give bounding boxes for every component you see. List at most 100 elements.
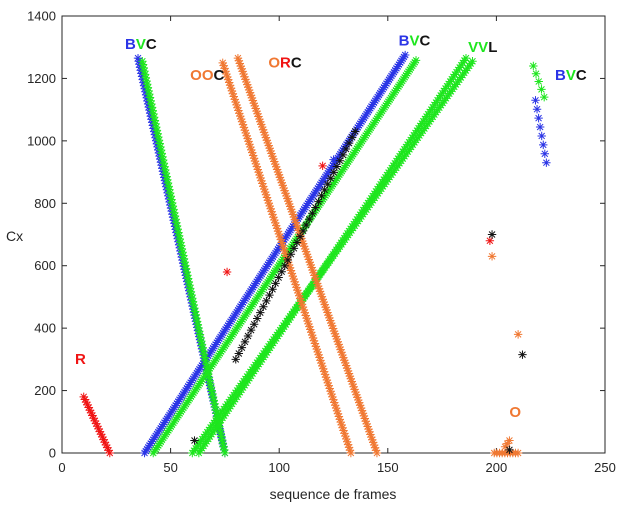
data-point — [309, 336, 319, 345]
data-point — [194, 323, 203, 333]
data-point — [258, 125, 268, 134]
data-point — [139, 78, 148, 87]
data-point — [166, 192, 176, 201]
data-point — [308, 265, 317, 275]
data-point — [190, 303, 199, 313]
data-point — [286, 266, 296, 275]
data-point — [142, 76, 151, 86]
series-black — [190, 127, 527, 455]
data-point — [255, 170, 264, 180]
series-red — [79, 161, 495, 458]
data-point — [457, 60, 466, 70]
data-point — [184, 283, 193, 292]
data-point — [176, 238, 185, 247]
data-point — [230, 395, 240, 404]
data-point — [195, 330, 205, 339]
data-point — [444, 79, 453, 89]
annotation-label: O — [509, 404, 521, 421]
data-point — [170, 211, 180, 221]
data-point — [438, 88, 447, 98]
data-point — [450, 70, 460, 79]
data-point — [179, 251, 188, 260]
data-point — [324, 310, 333, 320]
data-point — [341, 431, 350, 441]
data-point — [262, 136, 272, 145]
data-point — [243, 80, 252, 89]
x-axis-title: sequence de frames — [270, 486, 397, 502]
data-point — [301, 311, 310, 320]
data-point — [235, 59, 244, 68]
data-point — [259, 182, 268, 191]
annotation-letter: B — [399, 33, 410, 50]
data-point — [220, 64, 229, 73]
data-point — [227, 399, 237, 409]
annotation-label: ORC — [268, 55, 302, 72]
data-point — [161, 165, 170, 175]
data-point — [332, 162, 342, 171]
data-point — [366, 430, 375, 439]
data-point — [242, 131, 251, 141]
data-point — [152, 136, 161, 145]
data-point — [148, 121, 158, 130]
data-point — [298, 226, 308, 236]
data-point — [246, 91, 256, 100]
data-point — [419, 117, 428, 126]
data-point — [310, 339, 320, 348]
data-point — [243, 331, 253, 341]
data-point — [261, 190, 271, 199]
data-point — [289, 274, 298, 284]
data-point — [346, 374, 356, 383]
data-point — [317, 358, 326, 368]
data-point — [283, 317, 292, 327]
data-point — [368, 435, 377, 444]
data-point — [428, 103, 437, 112]
data-point — [345, 371, 355, 381]
data-point — [314, 284, 324, 293]
data-point — [487, 252, 497, 261]
data-point — [95, 427, 105, 436]
data-point — [226, 402, 235, 411]
data-point — [279, 243, 288, 253]
x-tick-label: 200 — [486, 460, 508, 475]
data-point — [295, 232, 305, 241]
data-point — [138, 60, 148, 69]
data-point — [216, 416, 226, 425]
data-point — [143, 83, 153, 92]
data-point — [363, 422, 372, 431]
annotation-letter: V — [478, 39, 488, 56]
data-point — [223, 72, 232, 82]
data-point — [242, 77, 251, 87]
data-point — [138, 75, 147, 84]
data-point — [295, 228, 304, 238]
data-point — [351, 387, 360, 397]
annotation-letter: V — [468, 39, 478, 56]
data-point — [298, 302, 308, 312]
data-point — [137, 72, 147, 81]
data-point — [295, 291, 304, 301]
data-point — [312, 276, 321, 285]
data-point — [307, 330, 317, 340]
data-point — [224, 404, 234, 413]
data-point — [154, 132, 163, 142]
data-point — [285, 263, 295, 272]
data-point — [186, 284, 195, 293]
data-point — [98, 432, 107, 442]
data-point — [334, 340, 343, 349]
data-point — [281, 249, 290, 258]
data-point — [258, 179, 267, 188]
data-point — [334, 412, 344, 421]
data-point — [286, 249, 296, 259]
data-point — [401, 142, 411, 152]
data-point — [331, 403, 341, 413]
data-point — [212, 423, 221, 432]
data-point — [265, 201, 274, 211]
series-green — [138, 53, 549, 458]
data-point — [170, 208, 179, 217]
data-point — [183, 274, 193, 283]
data-point — [83, 400, 92, 410]
data-point — [175, 234, 185, 244]
data-point — [149, 124, 158, 133]
data-point — [305, 322, 314, 331]
data-point — [262, 296, 271, 306]
data-point — [308, 333, 318, 343]
